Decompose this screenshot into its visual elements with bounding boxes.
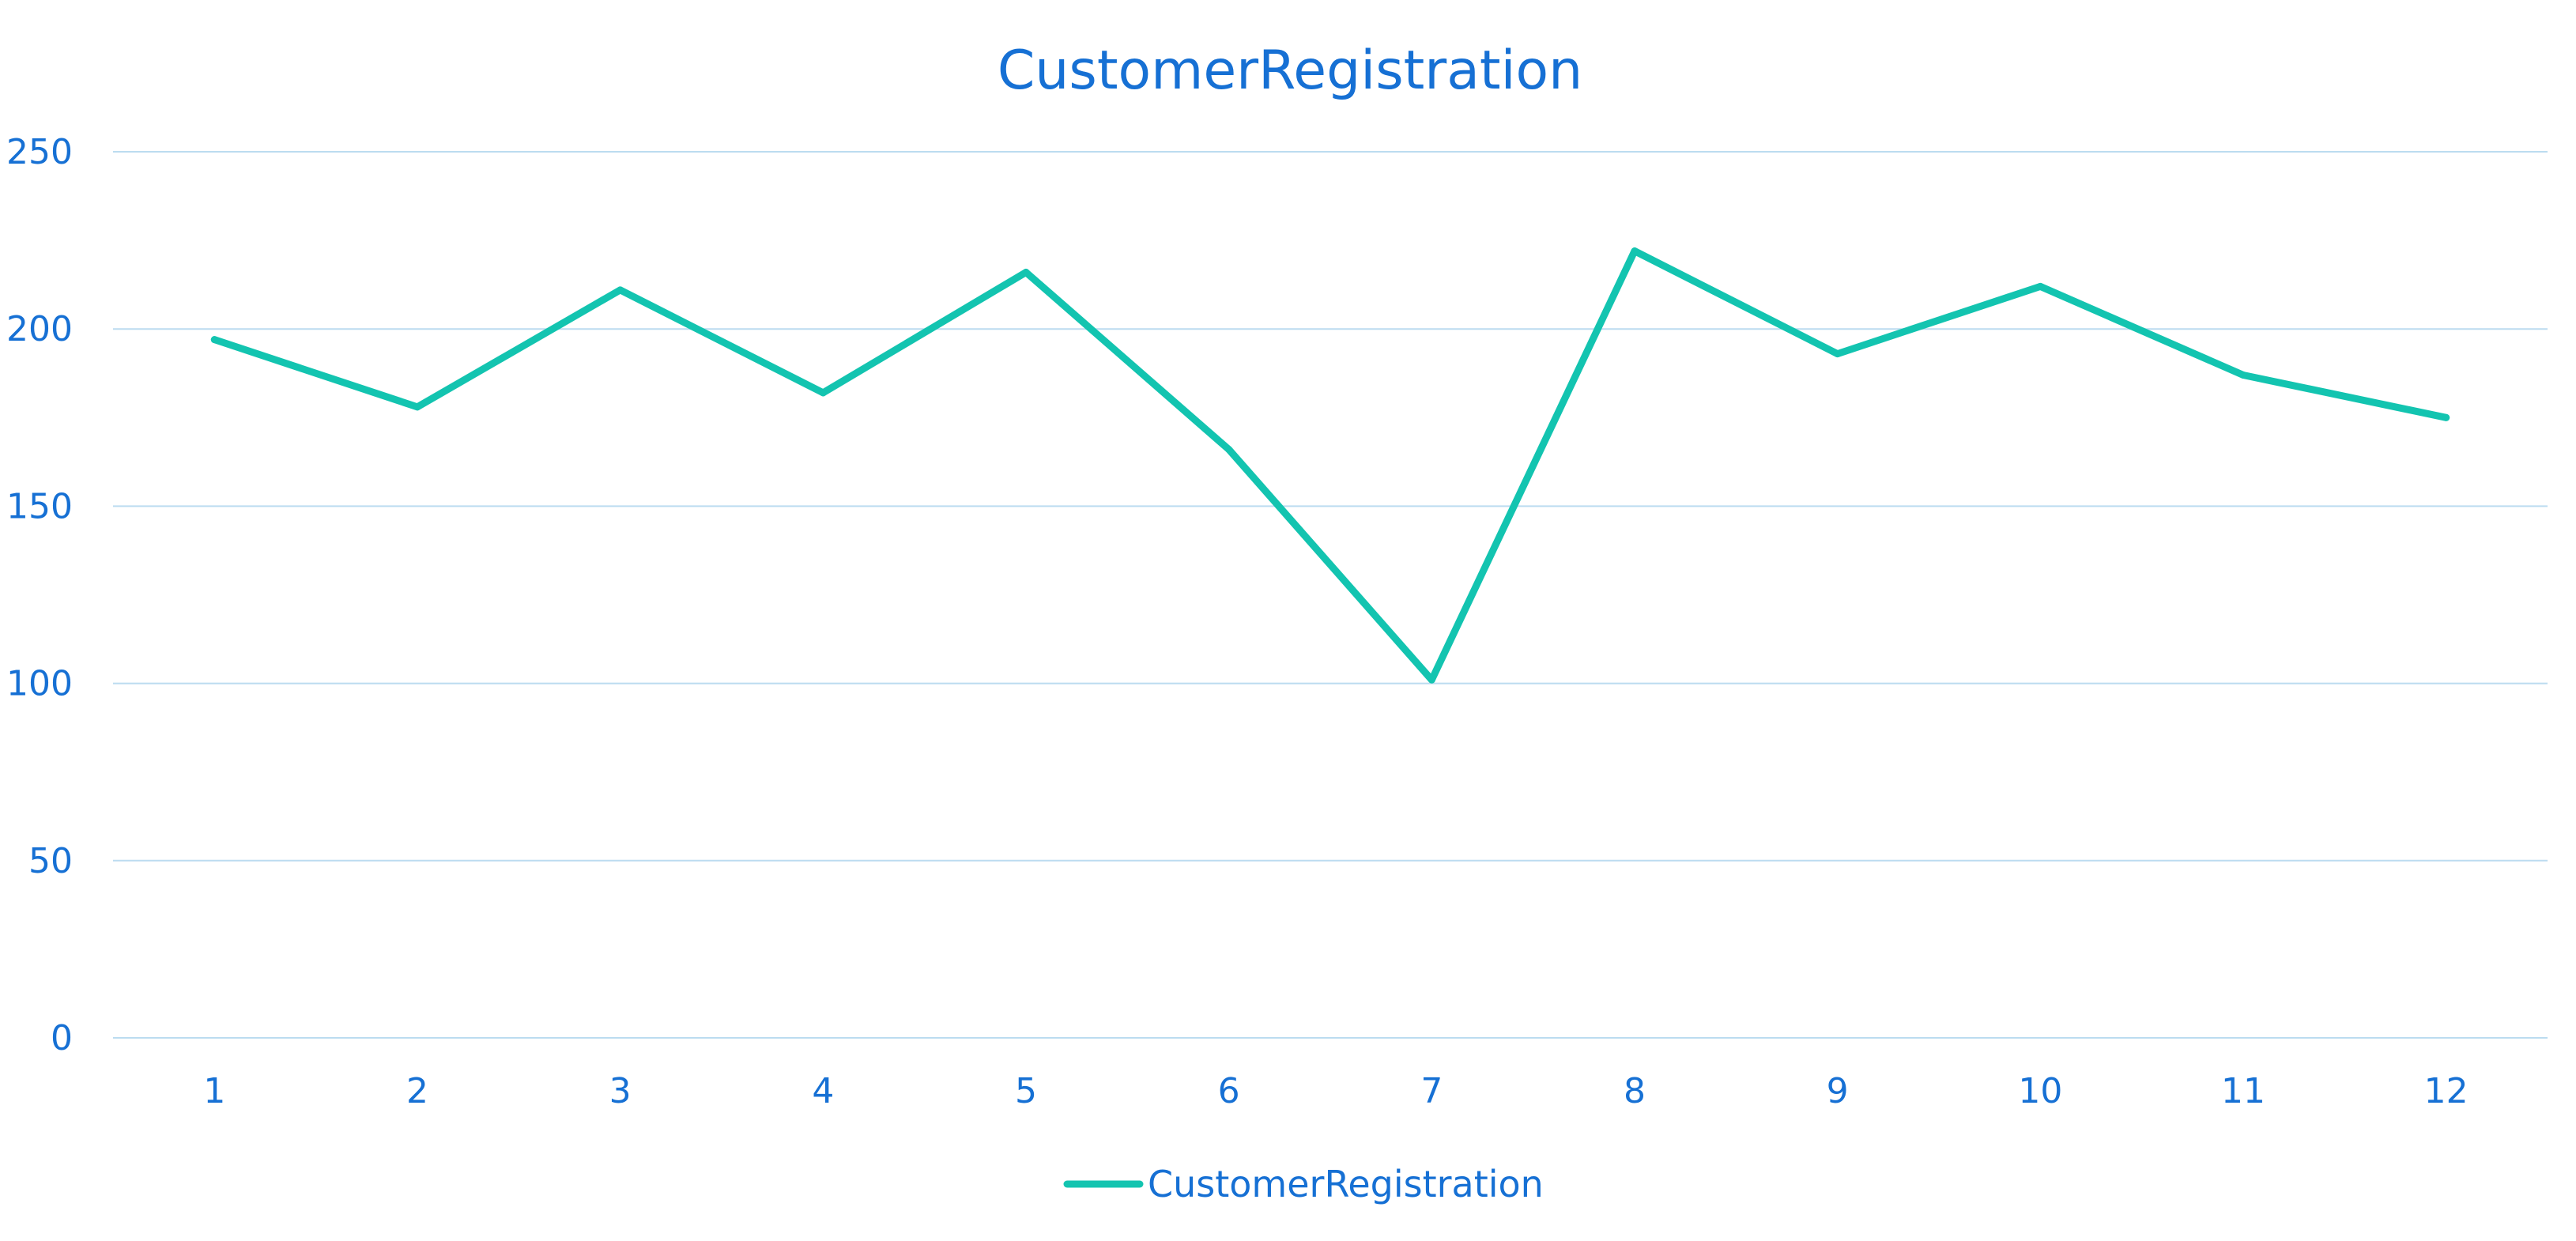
series-lines	[210, 247, 2450, 684]
y-tick-label: 200	[6, 309, 73, 349]
x-tick-label: 5	[1015, 1071, 1037, 1111]
data-point	[210, 336, 218, 344]
x-tick-label: 4	[812, 1071, 834, 1111]
y-tick-label: 250	[6, 132, 73, 172]
x-tick-label: 12	[2424, 1071, 2469, 1111]
y-tick-label: 100	[6, 664, 73, 704]
x-tick-label: 6	[1218, 1071, 1240, 1111]
x-tick-label: 10	[2018, 1071, 2062, 1111]
legend-label-customerregistration: CustomerRegistration	[1148, 1163, 1544, 1205]
data-point	[1631, 247, 1639, 255]
x-tick-label: 3	[609, 1071, 632, 1111]
chart-title: CustomerRegistration	[998, 40, 1582, 102]
x-tick-label: 8	[1624, 1071, 1646, 1111]
y-tick-label: 0	[51, 1018, 73, 1058]
data-point	[819, 389, 827, 397]
data-point	[1834, 350, 1842, 358]
data-point	[617, 286, 624, 294]
legend: CustomerRegistration	[1063, 1163, 1544, 1205]
gridlines	[113, 151, 2548, 1039]
x-tick-label: 11	[2221, 1071, 2265, 1111]
y-tick-label: 50	[28, 841, 73, 881]
data-point	[1428, 676, 1435, 684]
series-line-customerregistration	[210, 247, 2450, 684]
y-tick-label: 150	[6, 486, 73, 526]
data-point	[1225, 446, 1233, 454]
data-point	[2036, 282, 2044, 290]
x-tick-label: 9	[1827, 1071, 1849, 1111]
x-axis-tick-labels: 1 2 3 4 5 6 7 8 9 10 11 12	[203, 1071, 2468, 1111]
data-point	[413, 403, 421, 411]
x-tick-label: 2	[406, 1071, 428, 1111]
y-axis-tick-labels: 0 50 100 150 200 250	[6, 132, 73, 1058]
data-point	[2239, 371, 2247, 379]
data-point	[2442, 413, 2450, 421]
x-tick-label: 7	[1420, 1071, 1443, 1111]
data-point	[1022, 268, 1030, 276]
x-tick-label: 1	[203, 1071, 225, 1111]
